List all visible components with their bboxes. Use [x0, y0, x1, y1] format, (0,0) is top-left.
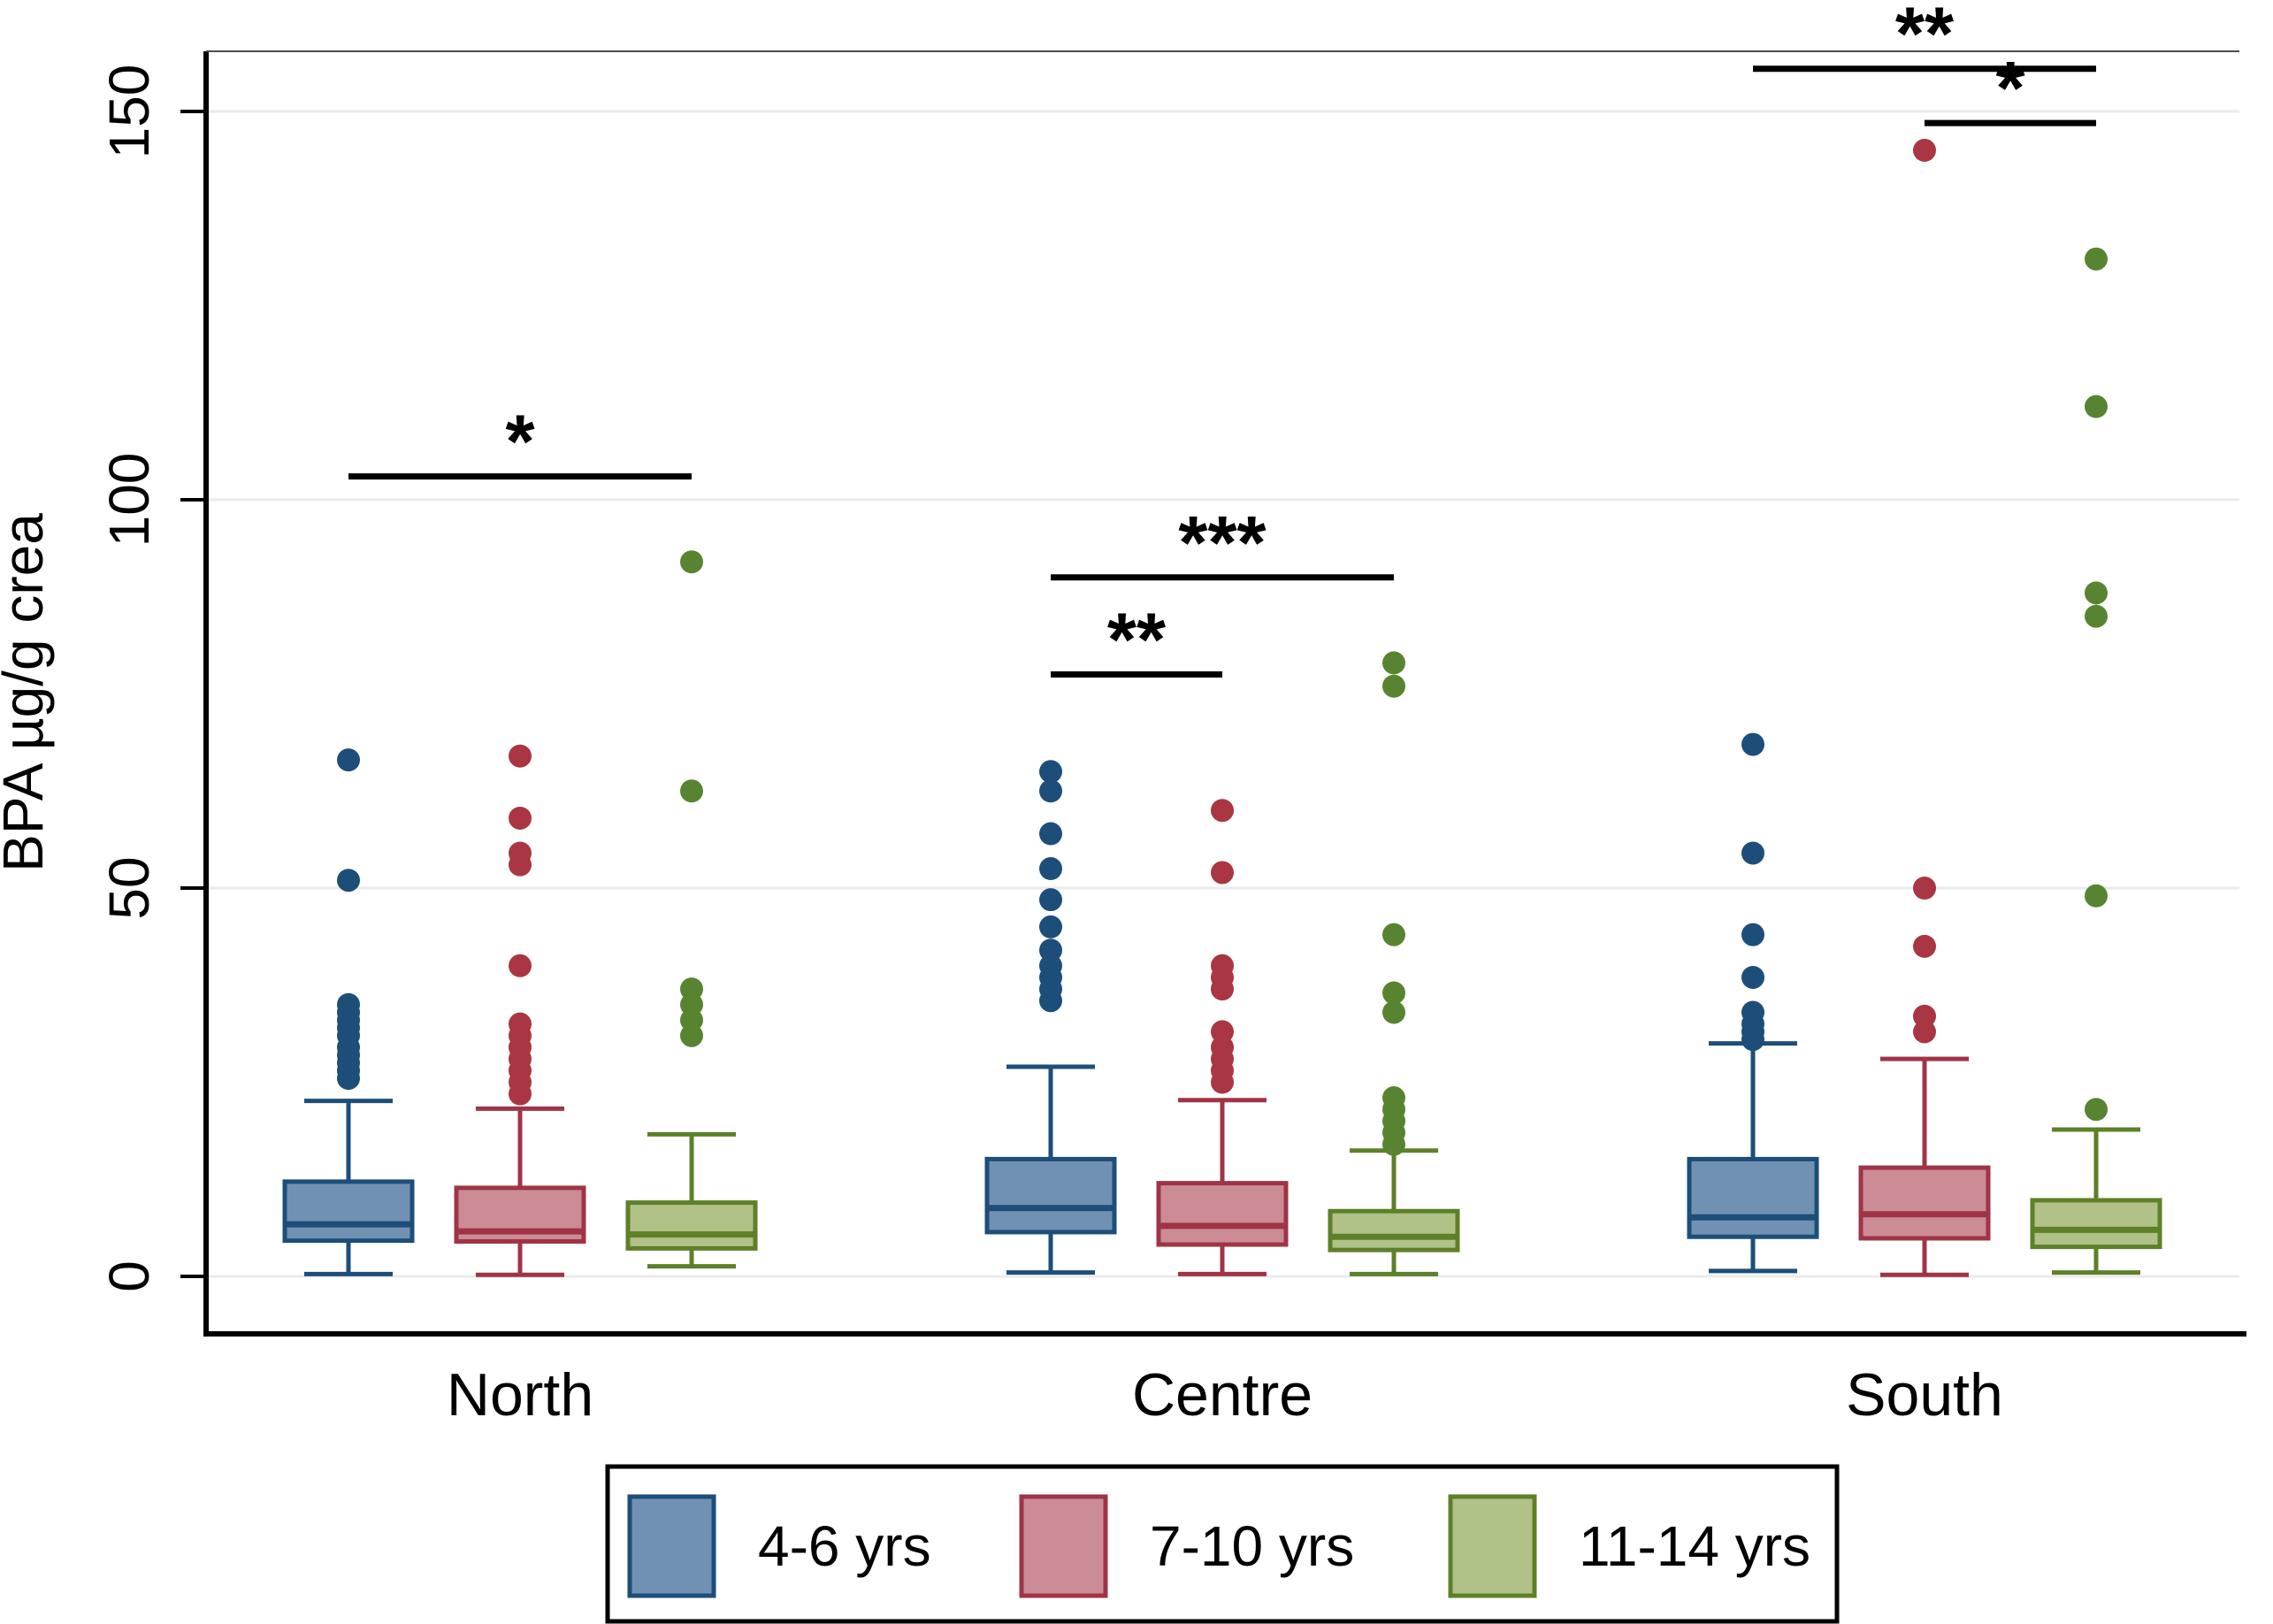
box-north-11-14yrs	[625, 550, 758, 1269]
outlier-dot	[1211, 861, 1234, 885]
outlier-dot	[509, 806, 532, 830]
y-tick-label-50: 50	[97, 856, 161, 919]
outlier-dot	[2085, 247, 2108, 271]
legend-label-7-10yrs: 7-10 yrs	[1150, 1514, 1354, 1578]
box-centre-11-14yrs	[1328, 651, 1460, 1276]
outlier-dot	[1382, 923, 1405, 946]
outlier-dot	[337, 869, 360, 892]
outlier-dot	[1211, 799, 1234, 823]
box-south-4-6yrs	[1687, 732, 1819, 1274]
outlier-dot	[1039, 938, 1062, 962]
box-centre-4-6yrs	[984, 760, 1117, 1275]
iqr-box	[625, 1200, 758, 1251]
outlier-dot	[1039, 888, 1062, 912]
outlier-dot	[680, 550, 703, 574]
iqr-box	[1328, 1208, 1460, 1252]
outlier-dot	[509, 841, 532, 865]
x-label-north: North	[447, 1361, 593, 1429]
outlier-dot	[2085, 1098, 2108, 1122]
outlier-dot	[1211, 954, 1234, 977]
sig-bracket-3: **	[1753, 0, 2096, 77]
sig-bracket-4: *	[1925, 47, 2096, 131]
y-tick-label-150: 150	[97, 65, 161, 159]
sig-bracket-0: *	[348, 401, 692, 485]
outlier-dot	[1039, 760, 1062, 784]
legend-swatch-11-14yrs	[1448, 1494, 1537, 1598]
outlier-dot	[680, 977, 703, 1001]
legend-box	[605, 1464, 1840, 1624]
sig-bracket-2: ***	[1051, 502, 1394, 586]
outlier-dot	[1741, 1000, 1764, 1024]
legend-swatch-7-10yrs	[1019, 1494, 1108, 1598]
y-tick-label-0: 0	[97, 1260, 161, 1292]
outlier-dot	[1382, 1000, 1405, 1024]
outlier-dot	[1913, 138, 1936, 162]
box-north-7-10yrs	[454, 744, 586, 1277]
axes	[180, 50, 2246, 1337]
outlier-dot	[2085, 604, 2108, 628]
outlier-dot	[2085, 884, 2108, 908]
iqr-box	[984, 1156, 1117, 1235]
x-label-centre: Centre	[1132, 1361, 1313, 1429]
y-axis-title: BPA µg/g crea	[0, 513, 55, 872]
box-plots	[282, 138, 2162, 1277]
legend-label-4-6yrs: 4-6 yrs	[758, 1514, 931, 1578]
iqr-box	[2030, 1198, 2162, 1250]
outlier-dot	[1382, 651, 1405, 675]
sig-stars: *	[505, 401, 534, 485]
box-south-7-10yrs	[1858, 138, 1991, 1277]
iqr-box	[1156, 1181, 1289, 1247]
sig-bracket-1: **	[1051, 599, 1222, 683]
legend-swatch-4-6yrs	[627, 1494, 716, 1598]
outlier-dot	[509, 1012, 532, 1036]
x-category-labels: North Centre South	[447, 1361, 2003, 1429]
outlier-dot	[1039, 779, 1062, 803]
outlier-dot	[1741, 965, 1764, 989]
outlier-dot	[1741, 841, 1764, 865]
sig-stars: *	[1995, 47, 2024, 131]
outlier-dot	[2085, 581, 2108, 605]
sig-stars: **	[1895, 0, 1954, 77]
box-north-4-6yrs	[282, 748, 415, 1276]
iqr-box	[1858, 1165, 1991, 1241]
outlier-dot	[1913, 1004, 1936, 1028]
outlier-dot	[1741, 923, 1764, 946]
outlier-dot	[1382, 1086, 1405, 1110]
box-centre-7-10yrs	[1156, 799, 1289, 1276]
outlier-dot	[1913, 877, 1936, 900]
outlier-dot	[337, 748, 360, 772]
outlier-dot	[1039, 857, 1062, 881]
outlier-dot	[680, 779, 703, 803]
outlier-dot	[509, 744, 532, 768]
outlier-dot	[1741, 732, 1764, 756]
outlier-dot	[1913, 934, 1936, 958]
legend-label-11-14yrs: 11-14 yrs	[1579, 1514, 1810, 1578]
iqr-box	[282, 1179, 415, 1244]
significance-brackets: *********	[348, 0, 2096, 683]
sig-stars: **	[1107, 599, 1166, 683]
outlier-dot	[509, 954, 532, 977]
outlier-dot	[1382, 674, 1405, 698]
x-label-south: South	[1846, 1361, 2003, 1429]
y-tick-labels: 0 50 100 150	[97, 65, 161, 1292]
iqr-box	[1687, 1156, 1819, 1239]
sig-stars: ***	[1178, 502, 1266, 586]
legend: 4-6 yrs 7-10 yrs 11-14 yrs	[605, 1464, 1840, 1624]
outlier-dot	[337, 992, 360, 1016]
outlier-dot	[1382, 981, 1405, 1005]
outlier-dot	[1039, 915, 1062, 938]
outlier-dot	[1211, 1020, 1234, 1044]
box-south-11-14yrs	[2030, 247, 2162, 1275]
outlier-dot	[1039, 822, 1062, 846]
outlier-dot	[2085, 395, 2108, 418]
y-tick-label-100: 100	[97, 453, 161, 548]
